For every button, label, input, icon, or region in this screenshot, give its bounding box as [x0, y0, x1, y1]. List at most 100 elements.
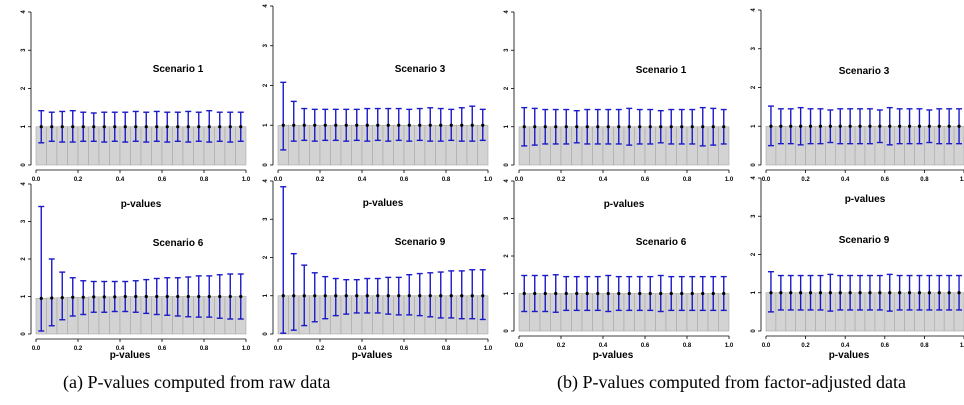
y-tick-label: 0 — [751, 329, 757, 333]
x-tick-label: 0.2 — [74, 177, 83, 183]
x-tick-label: 1.0 — [960, 177, 964, 183]
data-point — [838, 124, 842, 128]
y-tick-label: 4 — [751, 8, 757, 12]
data-point — [313, 294, 317, 298]
data-point — [808, 124, 813, 128]
y-tick-label: 0 — [263, 332, 269, 336]
data-point — [449, 294, 453, 298]
x-axis-label-top-row: p-values — [121, 199, 162, 210]
data-point — [292, 294, 296, 298]
data-point — [828, 291, 832, 295]
x-tick-label: 1.0 — [484, 346, 493, 352]
y-tick-label: 1 — [263, 123, 269, 127]
x-tick-label: 1.0 — [242, 177, 251, 183]
y-tick-label: 0 — [21, 163, 27, 167]
x-tick-label: 1.0 — [242, 346, 251, 352]
data-point — [522, 125, 526, 129]
y-tick-label: 4 — [263, 4, 269, 8]
y-tick-label: 0 — [21, 332, 27, 336]
y-tick-label: 0 — [751, 163, 757, 167]
data-point — [617, 291, 621, 296]
x-axis-label-top-row: p-values — [845, 194, 886, 205]
x-tick-label: 0.2 — [801, 343, 810, 349]
data-point — [186, 125, 190, 129]
data-point — [917, 124, 922, 128]
x-tick-label: 0.8 — [920, 343, 929, 349]
data-point — [113, 295, 117, 299]
data-point — [937, 124, 941, 128]
x-tick-label: 0.8 — [200, 346, 209, 352]
data-point — [470, 123, 474, 127]
data-point — [927, 124, 931, 128]
data-point — [376, 294, 380, 298]
x-tick-label: 0.0 — [274, 177, 283, 183]
data-point — [606, 291, 610, 296]
data-point — [81, 125, 85, 129]
y-tick-label: 4 — [21, 10, 27, 14]
y-tick-label: 0 — [504, 163, 510, 167]
data-point — [606, 125, 610, 129]
panel-title: Scenario 3 — [839, 66, 890, 77]
panel-a-bottom-right: 0.0 0.2 0.4 0.6 0.8 1.0 0 1 2 3 4 Scenario 9 p-value… — [263, 179, 493, 361]
y-tick-label: 3 — [504, 216, 510, 220]
y-tick-label: 3 — [21, 48, 27, 52]
data-point — [218, 125, 222, 129]
data-point — [155, 125, 159, 129]
data-point — [134, 294, 138, 299]
data-point — [207, 125, 211, 129]
data-point — [60, 296, 64, 300]
data-point — [228, 294, 232, 299]
data-point — [281, 294, 285, 298]
x-tick-label: 1.0 — [484, 177, 493, 183]
x-tick-label: 1.0 — [725, 177, 734, 183]
data-point — [554, 291, 558, 296]
data-point — [533, 125, 537, 129]
data-point — [102, 295, 106, 299]
data-point — [648, 291, 652, 296]
x-tick-label: 0.6 — [641, 343, 650, 349]
y-tick-label: 1 — [504, 124, 510, 128]
data-point — [239, 125, 243, 129]
y-tick-label: 4 — [751, 176, 757, 180]
data-point — [917, 291, 922, 295]
data-point — [323, 123, 327, 127]
data-point — [428, 294, 432, 298]
y-tick-label: 3 — [504, 48, 510, 52]
data-point — [701, 125, 705, 129]
panel-a-top-left: 0.0 0.2 0.4 0.6 0.8 1.0 0 1 2 3 4 Scenario 1 — [21, 10, 251, 183]
data-point — [957, 124, 961, 128]
x-tick-label: 0.2 — [316, 177, 325, 183]
data-point — [71, 125, 75, 129]
x-tick-label: 1.0 — [960, 343, 964, 349]
data-point — [92, 125, 96, 129]
data-point — [543, 125, 547, 129]
data-point — [907, 124, 912, 128]
x-axis-label: p-values — [829, 350, 870, 361]
panel-title: Scenario 6 — [636, 237, 687, 248]
y-tick-label: 2 — [21, 86, 27, 90]
x-axis-label: p-values — [110, 350, 151, 361]
data-point — [533, 291, 537, 296]
data-point — [92, 295, 96, 299]
data-point — [769, 124, 773, 128]
data-point — [627, 125, 631, 129]
x-tick-label: 1.0 — [725, 343, 734, 349]
data-point — [323, 294, 327, 298]
data-point — [134, 125, 138, 129]
x-tick-label: 0.8 — [442, 177, 451, 183]
y-tick-label: 2 — [504, 254, 510, 258]
y-tick-label: 2 — [751, 85, 757, 89]
data-point — [799, 124, 803, 128]
data-point — [144, 125, 148, 129]
data-point — [669, 125, 673, 129]
data-point — [848, 291, 852, 295]
data-point — [197, 294, 201, 299]
data-point — [957, 291, 961, 295]
x-tick-label: 0.2 — [74, 346, 83, 352]
x-tick-label: 0.0 — [762, 177, 771, 183]
data-point — [868, 124, 872, 128]
x-tick-label: 0.8 — [920, 177, 929, 183]
data-point — [355, 123, 359, 127]
y-tick-label: 2 — [263, 255, 269, 259]
